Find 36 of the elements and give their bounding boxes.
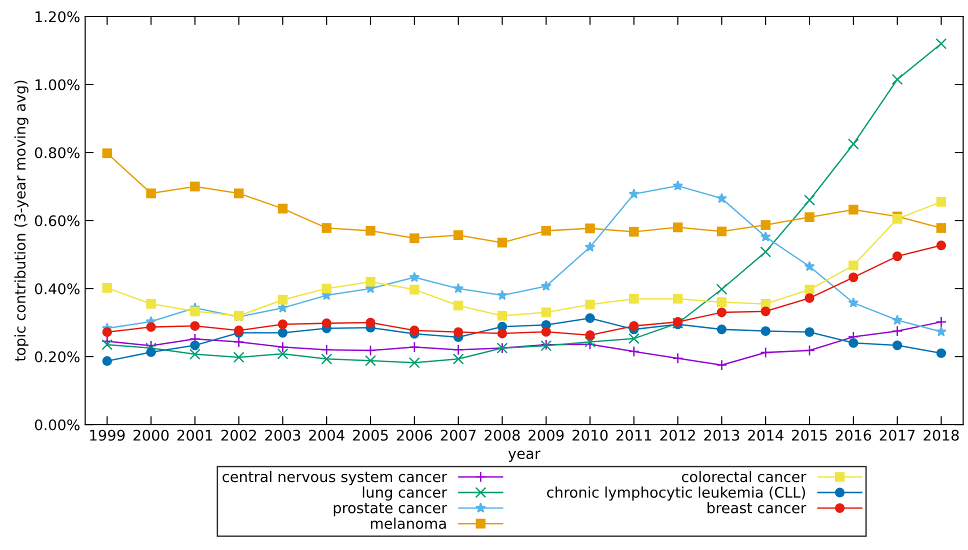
x-tick-label: 2007 [440,430,476,441]
x-tick-label: 2009 [528,430,564,441]
legend-label: melanoma [370,518,446,529]
y-tick-label: 0.20% [34,351,80,362]
legend-label: breast cancer [708,502,806,514]
y-tick-label: 1.00% [36,79,80,90]
x-tick-label: 2015 [792,430,827,441]
legend-label: colorectal cancer [682,470,806,482]
x-tick-label: 2012 [660,430,695,441]
legend-label: prostate cancer [334,502,448,516]
x-tick-label: 2004 [309,430,344,441]
legend-label: central nervous system cancer [222,470,448,486]
y-tick-label: 0.60% [34,215,80,226]
x-tick-label: 2016 [836,430,872,441]
x-tick-label: 2002 [221,430,256,441]
x-tick-label: 2013 [704,430,740,441]
x-tick-label: 2005 [353,430,388,441]
x-tick-label: 2011 [616,430,652,441]
x-tick-label: 1999 [90,430,125,441]
y-axis-title: topic contribution (3-year moving avg) [14,80,28,362]
x-tick-label: 2018 [924,430,959,441]
x-tick-label: 2006 [396,430,432,441]
legend-label: lung cancer [362,486,448,501]
x-tick-label: 2000 [134,430,169,441]
y-tick-label: 0.40% [34,283,80,294]
legend-label: chronic lymphocytic leukemia (CLL) [547,486,806,501]
y-tick-label: 0.80% [34,147,80,158]
x-axis-title: year [508,450,540,462]
y-tick-label: 0.00% [34,419,80,430]
x-tick-label: 2003 [265,430,300,441]
x-tick-label: 2008 [484,430,520,441]
x-tick-label: 2017 [880,430,915,441]
x-tick-label: 2001 [177,430,212,441]
y-tick-label: 1.20% [36,11,80,22]
x-tick-label: 2014 [748,430,784,441]
x-tick-label: 2010 [572,430,608,441]
